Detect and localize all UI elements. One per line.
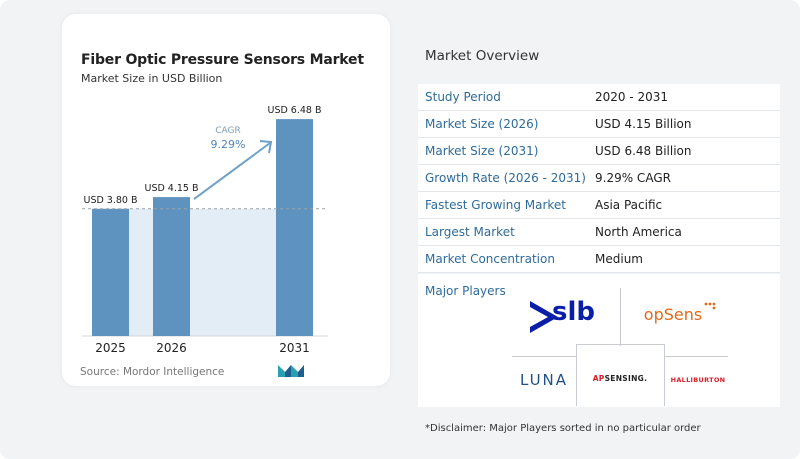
mordor-logo-icon xyxy=(278,365,304,377)
overview-value: USD 6.48 Billion xyxy=(595,144,692,158)
major-players-panel xyxy=(418,274,780,407)
x-tick-label: 2025 xyxy=(95,341,126,355)
slb-logo: slb xyxy=(528,293,608,333)
grid-divider xyxy=(512,356,576,357)
opsens-dots-icon xyxy=(704,302,716,310)
overview-row-bg xyxy=(418,192,780,219)
overview-value: 9.29% CAGR xyxy=(595,171,671,185)
chart-title: Fiber Optic Pressure Sensors Market xyxy=(81,52,364,68)
cagr-arrow xyxy=(193,142,271,200)
overview-row: Market Size (2031) USD 6.48 Billion xyxy=(418,138,780,165)
cagr-value: 9.29% xyxy=(211,138,246,151)
cagr-label: CAGR xyxy=(215,126,241,136)
grid-divider xyxy=(576,344,664,345)
overview-row-bg xyxy=(418,219,780,246)
overview-row-bg xyxy=(418,246,780,273)
data-label: USD 6.48 B xyxy=(267,105,321,116)
grid-divider xyxy=(576,344,577,406)
luna-logo-text: LUNA xyxy=(519,371,569,389)
overview-value: Medium xyxy=(595,252,643,266)
overview-row: Study Period 2020 - 2031 xyxy=(418,84,780,111)
overview-value: 2020 - 2031 xyxy=(595,90,669,104)
apsensing-logo-text: SENSING. xyxy=(604,373,648,383)
apsensing-logo-accent: AP xyxy=(592,373,605,383)
overview-row: Largest Market North America xyxy=(418,219,780,246)
overview-key: Fastest Growing Market xyxy=(425,198,567,212)
x-tick-label: 2026 xyxy=(156,341,187,355)
x-tick-label: 2031 xyxy=(279,341,310,355)
opsens-logo: opSens xyxy=(640,300,720,328)
overview-key: Market Size (2031) xyxy=(425,144,539,158)
overview-key: Study Period xyxy=(425,90,501,104)
slb-logo-icon: slb xyxy=(530,297,595,333)
bar xyxy=(276,119,313,336)
bar-chart: USD 3.80 B 2025 USD 4.15 B 2026 USD 6.48 B 20… xyxy=(82,105,328,355)
overview-row: Growth Rate (2026 - 2031) 9.29% CAGR xyxy=(418,165,780,192)
overview-value: Asia Pacific xyxy=(595,198,663,212)
data-label: USD 4.15 B xyxy=(144,183,198,194)
source-text: Source: Mordor Intelligence xyxy=(80,366,225,378)
chart-subtitle: Market Size in USD Billion xyxy=(81,72,223,85)
bar xyxy=(153,197,190,336)
overview-row-bg xyxy=(418,84,780,111)
overview-key: Market Size (2026) xyxy=(425,117,539,131)
overview-row: Fastest Growing Market Asia Pacific xyxy=(418,192,780,219)
overview-key: Market Concentration xyxy=(425,252,555,266)
halliburton-logo: HALLIBURTON xyxy=(664,372,732,388)
overview-row: Market Concentration Medium xyxy=(418,246,780,273)
grid-divider xyxy=(620,288,621,346)
overview-row: Market Size (2026) USD 4.15 Billion xyxy=(418,111,780,138)
data-label: USD 3.80 B xyxy=(83,195,137,206)
apsensing-logo: APSENSING. xyxy=(578,368,662,388)
overview-value: USD 4.15 Billion xyxy=(595,117,692,131)
market-overview-title: Market Overview xyxy=(425,48,540,64)
overview-row-bg xyxy=(418,138,780,165)
bar xyxy=(92,208,129,336)
overview-key: Growth Rate (2026 - 2031) xyxy=(425,171,586,185)
overview-key: Largest Market xyxy=(425,225,515,239)
halliburton-logo-text: HALLIBURTON xyxy=(670,376,726,384)
slb-logo-text: slb xyxy=(552,297,595,327)
opsens-logo-text: opSens xyxy=(643,304,703,324)
grid-divider xyxy=(664,356,728,357)
overview-row-bg xyxy=(418,165,780,192)
major-players-label: Major Players xyxy=(425,284,506,298)
overview-value: North America xyxy=(595,225,682,239)
luna-logo: LUNA xyxy=(512,368,576,392)
cagr-arrow-head xyxy=(259,140,273,154)
overview-row-bg xyxy=(418,111,780,138)
grid-divider xyxy=(664,344,665,406)
disclaimer-text: *Disclaimer: Major Players sorted in no … xyxy=(425,423,701,434)
